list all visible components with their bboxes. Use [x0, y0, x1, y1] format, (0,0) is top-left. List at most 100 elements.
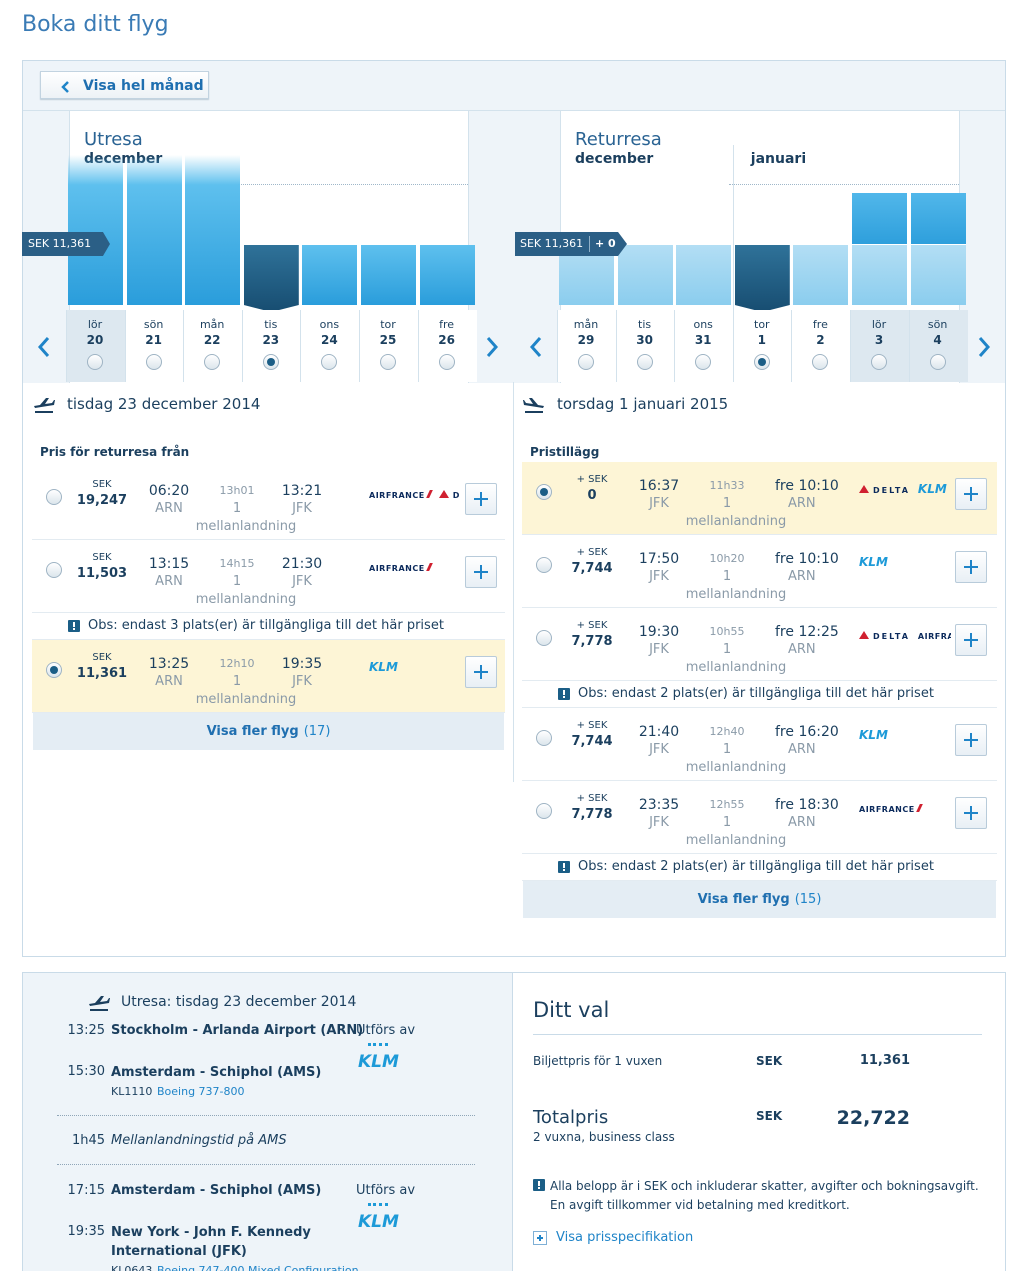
- flight-row[interactable]: SEK 19,247 06:20 ARN 13h01 1 mellanlandning 13:…: [32, 467, 505, 540]
- radio-button[interactable]: [46, 489, 62, 505]
- day-cell[interactable]: [791, 310, 851, 382]
- aircraft-link[interactable]: Boeing 737-800: [157, 1085, 245, 1098]
- total-label: Totalpris: [533, 1107, 609, 1128]
- flight-row[interactable]: + SEK 7,778 23:35 JFK 12h55 1 mellanlandning fr…: [522, 781, 997, 854]
- stops-label: mellanlandning: [195, 692, 297, 707]
- radio-button[interactable]: [46, 662, 62, 678]
- radio-button[interactable]: [536, 630, 552, 646]
- stops-label: mellanlandning: [685, 514, 787, 529]
- nav-arrow[interactable]: [485, 335, 499, 359]
- radio-button[interactable]: [929, 354, 946, 370]
- radio-button[interactable]: [145, 354, 162, 370]
- arrive-time: 21:30: [281, 556, 323, 572]
- flight-row[interactable]: SEK 11,503 13:15 ARN 14h15 1 mellanlandning 21:…: [32, 540, 505, 613]
- radio-button[interactable]: [812, 354, 829, 370]
- day-cell[interactable]: [124, 310, 184, 382]
- more-flights-button[interactable]: Visa fler flyg (17): [33, 713, 504, 750]
- depart-time: 23:35: [638, 797, 680, 813]
- depart-time: 19:30: [638, 624, 680, 640]
- nav-arrow[interactable]: [37, 335, 51, 359]
- airline-logos: AIRFRANCE DELTA: [369, 483, 461, 503]
- day-cell[interactable]: [850, 310, 909, 382]
- price-tag: SEK 11,361: [22, 232, 110, 256]
- flight-row[interactable]: + SEK 7,778 19:30 JFK 10h55 1 mellanlandning fr…: [522, 608, 997, 681]
- aircraft-link[interactable]: Boeing 747-400 Mixed Configuration: [157, 1264, 359, 1271]
- expand-button[interactable]: [955, 724, 987, 756]
- nav-arrow-svg: [529, 337, 542, 357]
- day-cell[interactable]: [674, 310, 734, 382]
- flight-row[interactable]: + SEK 0 16:37 JFK 11h33 1 mellanlandning fre 10…: [522, 462, 997, 535]
- back-button[interactable]: Visa hel månad: [40, 71, 209, 99]
- airline-name: KLM: [917, 482, 947, 496]
- airline-logo: DELTA: [859, 478, 910, 497]
- stops-label: mellanlandning: [195, 519, 297, 534]
- flight-row[interactable]: + SEK 7,744 17:50 JFK 10h20 1 mellanlandning fr…: [522, 535, 997, 608]
- airline-logos: KLM: [859, 724, 951, 744]
- radio-button[interactable]: [536, 803, 552, 819]
- more-label[interactable]: Visa fler flyg: [206, 724, 299, 739]
- klm-crown: [368, 1043, 388, 1050]
- expand-button[interactable]: [465, 656, 497, 688]
- airline-logo: KLM: [859, 551, 888, 570]
- more-flights-label[interactable]: Visa fler flyg (17): [33, 723, 504, 741]
- nav-arrow[interactable]: [977, 335, 991, 359]
- day-cell[interactable]: [241, 310, 301, 382]
- stops-label: mellanlandning: [685, 760, 787, 775]
- radio-button[interactable]: [87, 354, 103, 370]
- expand-button[interactable]: [465, 483, 497, 515]
- plus-v: [970, 487, 972, 501]
- operator-logo: KLM: [358, 1212, 399, 1232]
- expand-button[interactable]: [465, 556, 497, 588]
- radio-button[interactable]: [380, 354, 396, 370]
- page-title: Boka ditt flyg: [22, 12, 169, 37]
- nav-arrow-svg: [37, 337, 50, 357]
- radio-button[interactable]: [536, 730, 552, 746]
- expand-button[interactable]: [955, 551, 987, 583]
- day-cell[interactable]: [615, 310, 675, 382]
- radio-button[interactable]: [636, 354, 653, 370]
- back-button-label[interactable]: Visa hel månad: [83, 78, 204, 94]
- nav-arrow[interactable]: [529, 335, 543, 359]
- day-cell[interactable]: [66, 310, 125, 382]
- radio-button[interactable]: [578, 354, 594, 370]
- radio-button[interactable]: [536, 557, 552, 573]
- expand-button[interactable]: [955, 797, 987, 829]
- radio-button[interactable]: [438, 354, 455, 370]
- radio-button[interactable]: [204, 354, 221, 370]
- day-cell[interactable]: [417, 310, 477, 382]
- day-cell[interactable]: [183, 310, 243, 382]
- radio-button[interactable]: [321, 354, 338, 370]
- expand-button[interactable]: [955, 478, 987, 510]
- more-flights-label[interactable]: Visa fler flyg (15): [523, 891, 996, 909]
- warning-dot: [73, 628, 75, 630]
- price-tag-label: SEK 11,361: [28, 237, 92, 250]
- day-cell[interactable]: [300, 310, 360, 382]
- depart-airport: JFK: [649, 815, 669, 830]
- plane-icon: [32, 392, 56, 414]
- flight-row[interactable]: + SEK 7,744 21:40 JFK 12h40 1 mellanlandning fr…: [522, 708, 997, 781]
- more-label[interactable]: Visa fler flyg: [697, 892, 790, 907]
- price: 7,744: [571, 561, 613, 576]
- itinerary-separator: [57, 1115, 475, 1116]
- radio-button[interactable]: [46, 562, 62, 578]
- flight-row[interactable]: SEK 11,361 13:25 ARN 12h10 1 mellanlandning 19:…: [32, 640, 505, 713]
- radio-button[interactable]: [536, 484, 552, 500]
- day-cell[interactable]: [359, 310, 418, 382]
- expand-button[interactable]: [955, 624, 987, 656]
- radio-button[interactable]: [262, 354, 279, 370]
- radio-button[interactable]: [695, 354, 712, 370]
- airline-name: KLM: [369, 660, 398, 674]
- stops-label: mellanlandning: [685, 587, 787, 602]
- radio-dot: [50, 666, 58, 674]
- day-cell[interactable]: [557, 310, 616, 382]
- radio-button[interactable]: [753, 354, 770, 370]
- stops: 1: [232, 501, 242, 516]
- day-bar: [852, 245, 907, 305]
- radio-button[interactable]: [871, 354, 887, 370]
- depart-airport: JFK: [649, 642, 669, 657]
- more-flights-button[interactable]: Visa fler flyg (15): [523, 881, 996, 918]
- link-plus[interactable]: [533, 1231, 547, 1245]
- day-cell[interactable]: [908, 310, 968, 382]
- price-spec-link[interactable]: Visa prisspecifikation: [556, 1230, 694, 1245]
- day-cell[interactable]: [732, 310, 792, 382]
